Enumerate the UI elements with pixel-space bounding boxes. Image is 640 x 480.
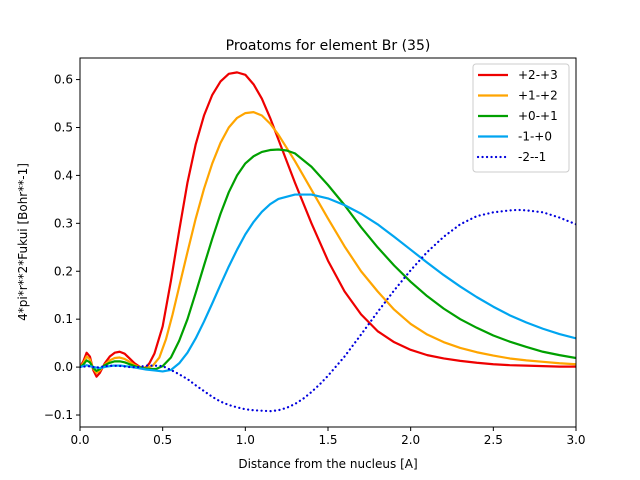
y-tick-label: 0.6 <box>54 73 73 87</box>
y-tick-label: 0.0 <box>54 360 73 374</box>
x-tick-label: 2.5 <box>484 433 503 447</box>
y-tick-label: 0.3 <box>54 216 73 230</box>
x-tick-label: 1.0 <box>236 433 255 447</box>
y-axis-ticks: −0.1 0.0 0.1 0.2 0.3 0.4 0.5 0.6 <box>44 73 80 422</box>
series-line-3 <box>80 193 576 373</box>
legend-label: -2--1 <box>518 150 546 164</box>
series-line-0 <box>80 71 576 378</box>
y-tick-label: 0.5 <box>54 120 73 134</box>
plot-area <box>80 71 576 413</box>
x-tick-label: 3.0 <box>566 433 585 447</box>
legend-label: -1-+0 <box>518 130 552 144</box>
series-line-1 <box>80 111 576 374</box>
x-axis-label: Distance from the nucleus [A] <box>238 457 417 471</box>
legend-label: +2-+3 <box>518 68 558 82</box>
x-tick-label: 2.0 <box>401 433 420 447</box>
x-tick-label: 1.5 <box>318 433 337 447</box>
y-tick-label: −0.1 <box>44 408 73 422</box>
legend-label: +0-+1 <box>518 109 558 123</box>
y-axis-label: 4*pi*r**2*Fukui [Bohr**-1] <box>16 163 30 321</box>
legend-box <box>472 63 570 173</box>
x-tick-label: 0.5 <box>153 433 172 447</box>
y-tick-label: 0.1 <box>54 312 73 326</box>
x-axis-ticks: 0.0 0.5 1.0 1.5 2.0 2.5 3.0 <box>70 427 586 447</box>
series-line-2 <box>80 148 576 373</box>
legend: +2-+3 +1-+2 +0-+1 -1-+0 -2--1 <box>472 63 570 173</box>
y-tick-label: 0.2 <box>54 264 73 278</box>
series-line-4 <box>80 208 576 413</box>
y-tick-label: 0.4 <box>54 168 73 182</box>
x-tick-label: 0.0 <box>70 433 89 447</box>
axes-frame <box>79 57 577 428</box>
chart-title: Proatoms for element Br (35) <box>226 38 431 54</box>
legend-label: +1-+2 <box>518 89 558 103</box>
